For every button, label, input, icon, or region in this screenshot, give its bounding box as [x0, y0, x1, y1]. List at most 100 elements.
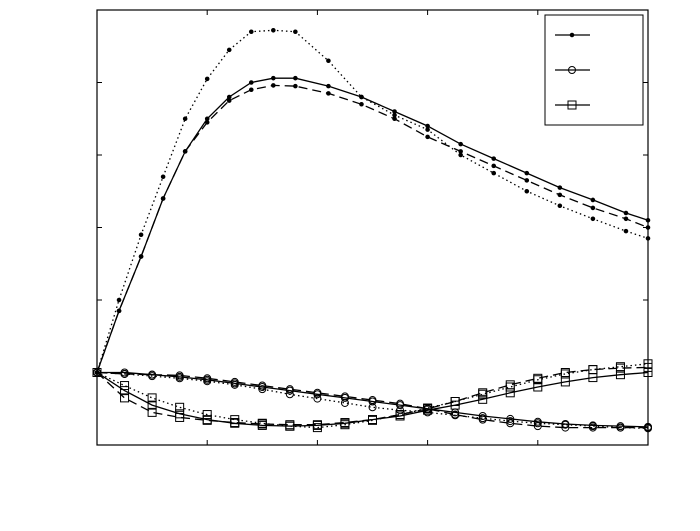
data-point: [285, 390, 294, 399]
data-point: [160, 196, 166, 201]
data-point: [395, 410, 405, 420]
data-point: [116, 297, 122, 303]
data-point: [561, 423, 570, 432]
data-point: [458, 141, 463, 147]
data-point: [557, 185, 563, 190]
data-point: [506, 419, 515, 428]
data-point: [147, 407, 157, 417]
legend: [544, 14, 644, 126]
data-point: [182, 116, 188, 122]
data-point: [533, 419, 542, 428]
data-point: [258, 385, 267, 394]
series-line: [97, 371, 649, 428]
data-point: [491, 156, 497, 161]
series-line: [96, 363, 649, 429]
data-point: [293, 83, 298, 89]
data-point: [425, 123, 430, 129]
data-point: [226, 98, 232, 103]
data-point: [623, 228, 629, 234]
data-point: [293, 75, 298, 81]
data-point: [204, 76, 210, 82]
legend-item: [555, 100, 590, 110]
data-point: [326, 58, 331, 64]
data-point: [271, 28, 276, 33]
data-point: [257, 418, 267, 428]
data-point: [359, 94, 364, 100]
data-point: [226, 47, 232, 53]
data-point: [557, 192, 563, 198]
data-point: [588, 422, 597, 431]
data-point: [147, 393, 157, 403]
data-point: [533, 375, 543, 385]
data-point: [524, 178, 530, 183]
data-point: [623, 210, 629, 216]
data-point: [116, 308, 122, 314]
plot-area: [92, 28, 653, 433]
data-point: [203, 377, 212, 386]
data-point: [425, 127, 430, 132]
data-point: [203, 374, 212, 383]
data-point: [248, 29, 254, 35]
data-point: [478, 414, 487, 423]
data-point: [138, 232, 144, 238]
series-1: [94, 28, 651, 375]
data-point: [120, 393, 130, 403]
data-point: [359, 101, 364, 107]
series-line: [96, 371, 649, 427]
data-point: [590, 205, 596, 211]
legend-item: [555, 32, 590, 38]
axes-frame: [96, 9, 649, 446]
data-point: [175, 412, 185, 422]
data-point: [491, 163, 497, 169]
data-point: [451, 411, 460, 420]
data-point: [312, 423, 322, 433]
data-point: [285, 385, 294, 394]
data-point: [175, 402, 185, 412]
data-point: [524, 170, 530, 176]
data-point: [138, 254, 144, 259]
data-point: [590, 216, 596, 222]
data-point: [368, 415, 377, 425]
series-line: [96, 366, 649, 426]
data-point: [248, 87, 254, 93]
data-point: [230, 380, 239, 389]
data-point: [368, 403, 377, 412]
data-point: [313, 394, 322, 403]
data-point: [478, 412, 487, 420]
legend-item: [555, 66, 590, 74]
legend-marker: [569, 32, 575, 38]
data-point: [533, 382, 543, 392]
data-point: [458, 152, 463, 158]
data-point: [425, 134, 430, 140]
legend-marker: [567, 100, 577, 110]
data-point: [202, 410, 212, 420]
data-point: [271, 83, 276, 88]
data-point: [148, 372, 157, 381]
data-point: [392, 112, 397, 118]
data-point: [293, 29, 298, 35]
data-point: [313, 388, 322, 397]
data-point: [285, 421, 295, 431]
data-point: [175, 374, 184, 383]
series-1-dashed: [94, 83, 651, 375]
data-point: [392, 116, 397, 122]
data-point: [506, 414, 515, 423]
data-point: [340, 420, 350, 430]
data-point: [423, 403, 433, 413]
data-point: [182, 149, 188, 154]
series-2-dotted: [93, 368, 652, 433]
data-point: [204, 120, 210, 125]
data-point: [120, 386, 130, 396]
data-point: [120, 369, 129, 378]
data-point: [615, 362, 625, 372]
data-point: [326, 91, 331, 96]
data-point: [524, 188, 530, 194]
data-point: [560, 369, 570, 379]
data-point: [248, 80, 254, 85]
data-point: [623, 216, 629, 222]
legend-marker: [568, 66, 576, 74]
data-point: [340, 398, 349, 407]
data-point: [175, 371, 184, 380]
data-point: [204, 116, 210, 122]
